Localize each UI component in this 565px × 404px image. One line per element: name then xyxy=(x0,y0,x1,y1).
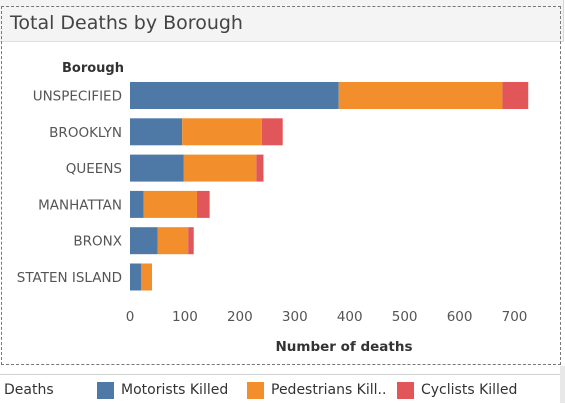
title-divider xyxy=(0,41,563,42)
bar-manhattan-cyclists-killed[interactable] xyxy=(197,190,210,218)
legend-item-cyclists[interactable]: Cyclists Killed xyxy=(397,379,517,401)
bar-brooklyn-cyclists-killed[interactable] xyxy=(261,118,283,146)
x-tick-label-100: 100 xyxy=(172,309,198,325)
title-bar: Total Deaths by Borough xyxy=(0,0,564,42)
bar-brooklyn-pedestrians-killed[interactable] xyxy=(182,118,262,146)
category-label-bronx: BRONX xyxy=(73,234,122,250)
category-header: Borough xyxy=(62,61,124,76)
legend-swatch-pedestrians xyxy=(247,381,264,399)
x-tick-label-400: 400 xyxy=(337,309,363,325)
bar-unspecified-motorists-killed[interactable] xyxy=(130,82,339,109)
legend-swatch-cyclists xyxy=(397,381,414,399)
bar-brooklyn-motorists-killed[interactable] xyxy=(130,118,183,146)
bar-unspecified-cyclists-killed[interactable] xyxy=(502,82,529,109)
chart-selection-frame xyxy=(1,6,561,365)
legend-label-motorists: Motorists Killed xyxy=(121,382,229,398)
legend-item-motorists[interactable]: Motorists Killed xyxy=(97,379,228,401)
bar-bronx-cyclists-killed[interactable] xyxy=(188,227,194,255)
bar-bronx-motorists-killed[interactable] xyxy=(130,227,158,255)
category-label-queens: QUEENS xyxy=(66,161,122,177)
chart-title: Total Deaths by Borough xyxy=(10,12,243,34)
x-axis-label: Number of deaths xyxy=(275,339,412,355)
bar-manhattan-pedestrians-killed[interactable] xyxy=(143,190,198,218)
bar-staten-island-motorists-killed[interactable] xyxy=(130,263,141,291)
bar-queens-cyclists-killed[interactable] xyxy=(256,154,264,182)
legend-label-pedestrians: Pedestrians Kill.. xyxy=(271,382,387,398)
bar-manhattan-motorists-killed[interactable] xyxy=(130,190,144,218)
x-tick-label-700: 700 xyxy=(502,309,528,325)
scrollbar[interactable] xyxy=(560,366,565,403)
category-label-manhattan: MANHATTAN xyxy=(38,197,122,213)
legend-label-cyclists: Cyclists Killed xyxy=(421,382,518,398)
chart-svg[interactable]: Borough UNSPECIFIED BROOKLYN QUEENS MANHATTA… xyxy=(0,0,565,370)
legend-title: Deaths xyxy=(4,382,54,398)
x-tick-label-600: 600 xyxy=(447,309,473,325)
x-tick-label-200: 200 xyxy=(227,309,253,325)
category-label-staten-island: STATEN ISLAND xyxy=(17,270,122,286)
x-tick-label-0: 0 xyxy=(126,309,135,325)
category-label-brooklyn: BROOKLYN xyxy=(49,125,122,141)
bar-queens-motorists-killed[interactable] xyxy=(130,154,184,182)
x-tick-label-500: 500 xyxy=(392,309,418,325)
category-label-unspecified: UNSPECIFIED xyxy=(33,89,122,105)
x-tick-label-300: 300 xyxy=(282,309,308,325)
bar-unspecified-pedestrians-killed[interactable] xyxy=(338,82,503,109)
bar-bronx-pedestrians-killed[interactable] xyxy=(157,227,189,255)
legend-item-pedestrians[interactable]: Pedestrians Kill.. xyxy=(247,379,386,401)
legend-swatch-motorists xyxy=(97,381,114,399)
legend: Deaths Motorists Killed Pedestrians Kill… xyxy=(0,374,565,404)
bar-queens-pedestrians-killed[interactable] xyxy=(183,154,257,182)
bar-staten-island-pedestrians-killed[interactable] xyxy=(140,263,152,291)
